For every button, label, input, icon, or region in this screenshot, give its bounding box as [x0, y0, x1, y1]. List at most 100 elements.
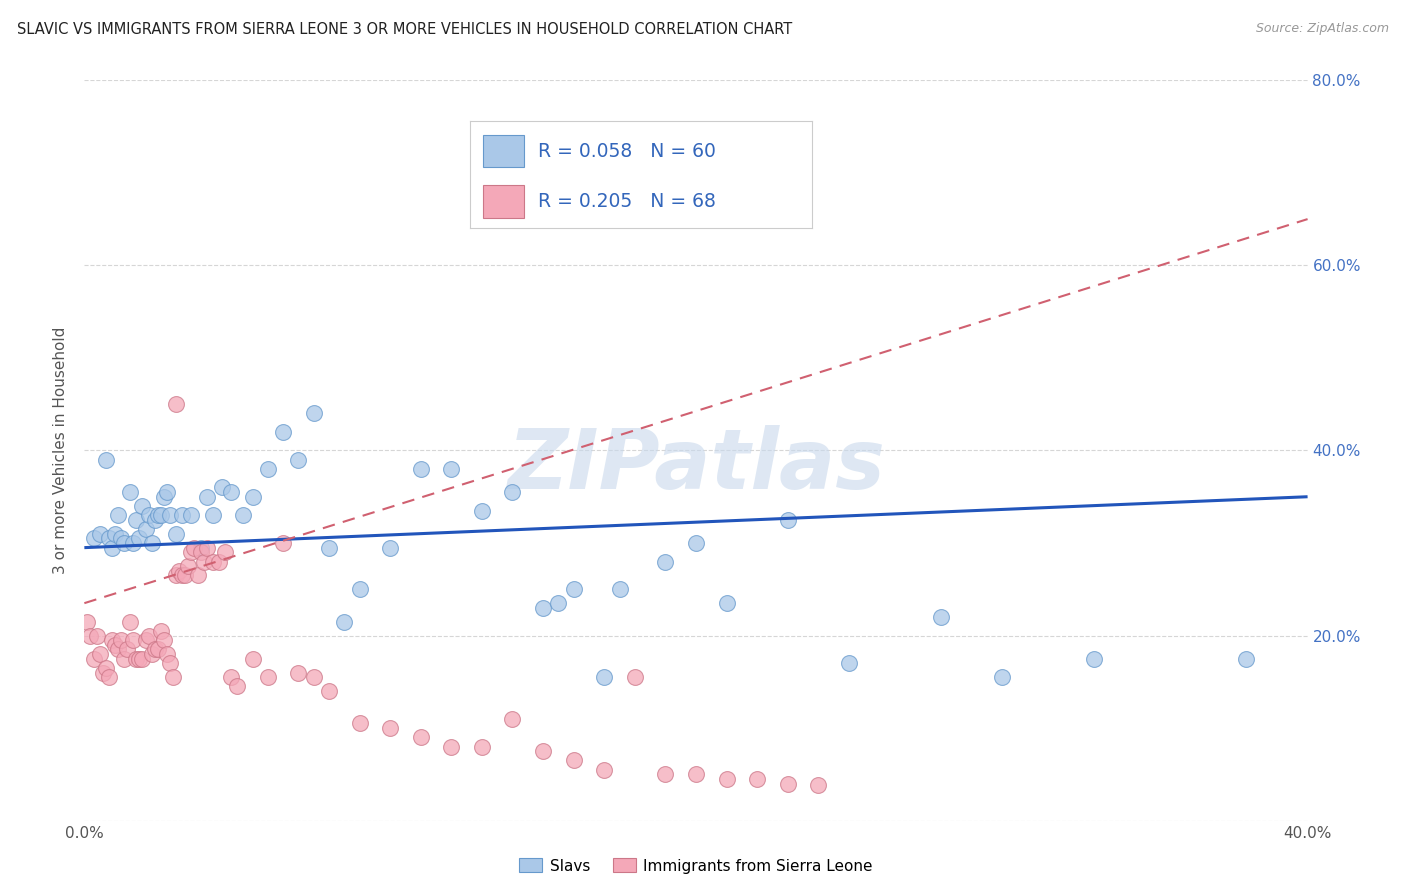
Point [214, 545, 236, 559]
Point [122, 536, 145, 550]
Point [471, 503, 494, 517]
Point [349, 716, 371, 731]
Point [128, 651, 150, 665]
Y-axis label: 3 or more Vehicles in Household: 3 or more Vehicles in Household [53, 326, 69, 574]
Point [562, 754, 585, 768]
Point [120, 615, 142, 629]
Point [302, 670, 325, 684]
Point [149, 508, 172, 523]
Point [838, 657, 860, 671]
Point [79, 628, 101, 642]
Point [104, 526, 127, 541]
Point [149, 624, 172, 638]
Point [747, 772, 769, 786]
Point [125, 513, 148, 527]
Point [141, 536, 163, 550]
Point [593, 670, 616, 684]
Point [131, 499, 153, 513]
Point [531, 744, 554, 758]
Point [471, 739, 494, 754]
Point [122, 633, 145, 648]
Point [146, 508, 169, 523]
Point [716, 596, 738, 610]
Point [89, 647, 111, 661]
Point [195, 490, 218, 504]
Point [83, 532, 105, 546]
Point [257, 670, 280, 684]
Point [107, 508, 129, 523]
Point [807, 779, 830, 793]
Point [89, 526, 111, 541]
Point [172, 508, 194, 523]
Point [153, 490, 176, 504]
Point [318, 684, 340, 698]
Point [302, 407, 325, 421]
Point [159, 508, 181, 523]
Point [929, 610, 952, 624]
Point [776, 513, 799, 527]
Point [143, 642, 166, 657]
Point [211, 481, 233, 495]
Point [97, 532, 120, 546]
Point [562, 582, 585, 597]
Point [138, 508, 160, 523]
Point [162, 670, 184, 684]
Point [193, 554, 215, 569]
Point [409, 462, 432, 476]
Point [287, 452, 309, 467]
Point [440, 739, 463, 754]
Point [624, 670, 647, 684]
Point [409, 731, 432, 745]
Point [776, 776, 799, 791]
Point [167, 564, 190, 578]
Point [76, 615, 98, 629]
Point [172, 568, 194, 582]
Legend: Slavs, Immigrants from Sierra Leone: Slavs, Immigrants from Sierra Leone [513, 853, 879, 880]
Point [101, 541, 124, 555]
Point [94, 661, 117, 675]
Point [716, 772, 738, 786]
Point [177, 559, 200, 574]
Text: ZIPatlas: ZIPatlas [508, 425, 884, 506]
Point [685, 536, 707, 550]
Point [271, 425, 294, 439]
Point [165, 568, 187, 582]
Point [1236, 651, 1258, 665]
Point [219, 485, 242, 500]
Point [333, 615, 356, 629]
Point [183, 541, 205, 555]
Point [97, 670, 120, 684]
Point [190, 541, 212, 555]
Point [112, 651, 135, 665]
Point [120, 485, 142, 500]
Point [180, 545, 202, 559]
Point [112, 536, 135, 550]
Point [219, 670, 242, 684]
Point [593, 763, 616, 777]
Point [242, 490, 264, 504]
Point [201, 508, 224, 523]
Point [128, 532, 150, 546]
Point [609, 582, 631, 597]
Point [141, 647, 163, 661]
Point [174, 568, 197, 582]
Point [83, 651, 105, 665]
Point [159, 657, 181, 671]
Point [502, 485, 524, 500]
Point [91, 665, 114, 680]
Point [156, 647, 179, 661]
Point [654, 554, 676, 569]
Point [232, 508, 254, 523]
Point [271, 536, 294, 550]
Point [131, 651, 153, 665]
Point [208, 554, 231, 569]
Point [685, 767, 707, 781]
Point [190, 545, 212, 559]
Point [1083, 651, 1105, 665]
Point [380, 721, 402, 735]
Point [125, 651, 148, 665]
Point [195, 541, 218, 555]
Point [156, 485, 179, 500]
Point [318, 541, 340, 555]
Point [143, 513, 166, 527]
